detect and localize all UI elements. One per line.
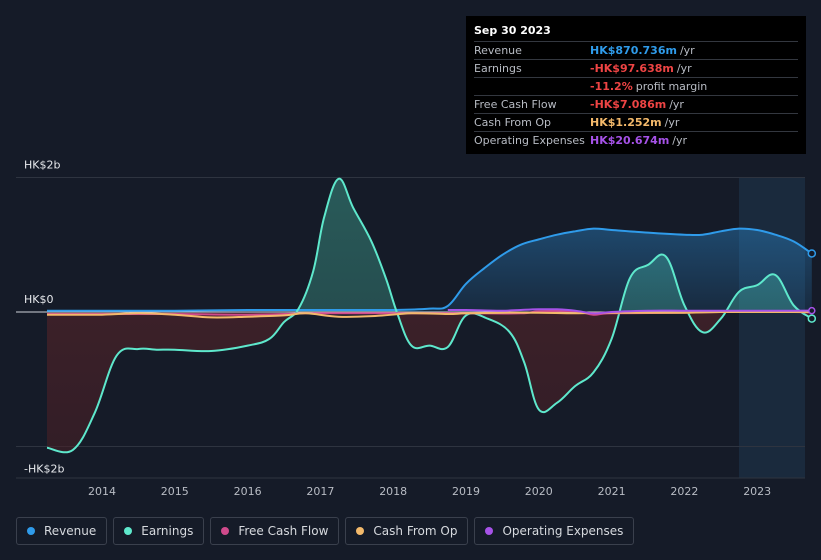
tooltip-row-value: HK$1.252m: [590, 116, 662, 129]
earnings-area-negative: [47, 312, 812, 453]
x-tick-label: 2018: [379, 485, 407, 498]
recent-period-highlight: [739, 178, 805, 478]
legend-dot-icon: [356, 527, 365, 535]
tooltip-row-label: Cash From Op: [474, 116, 552, 129]
tooltip-row: Free Cash Flow -HK$7.086m/yr: [474, 96, 798, 114]
tooltip-panel: Sep 30 2023 Revenue HK$870.736m/yr Earning…: [466, 16, 806, 154]
tooltip-row-label: Free Cash Flow: [474, 98, 557, 111]
tooltip-row-value: -11.2%: [590, 80, 633, 93]
y-tick-label: HK$0: [24, 293, 53, 306]
x-tick-label: 2019: [452, 485, 480, 498]
legend-item-earnings[interactable]: Earnings: [113, 517, 205, 545]
revenue-line: [47, 227, 813, 312]
x-tick-label: 2021: [598, 485, 626, 498]
tooltip-row-unit: /yr: [672, 134, 688, 147]
legend-item-cash-from-op[interactable]: Cash From Op: [345, 517, 469, 545]
tooltip-row-label: Revenue: [474, 44, 522, 57]
legend-item-free-cash-flow[interactable]: Free Cash Flow: [210, 517, 340, 545]
tooltip-row-value: HK$20.674m: [590, 134, 670, 147]
tooltip-row: Earnings -HK$97.638m/yr: [474, 60, 798, 78]
tooltip-row-unit: /yr: [676, 62, 692, 75]
legend-item-operating-expenses[interactable]: Operating Expenses: [474, 517, 635, 545]
legend: Revenue Earnings Free Cash Flow Cash From O…: [16, 517, 635, 545]
revenue-end-marker: [807, 249, 817, 258]
tooltip-row-unit: profit margin: [635, 80, 708, 93]
legend-dot-icon: [221, 527, 230, 535]
x-tick-label: 2014: [88, 485, 116, 498]
legend-label: Free Cash Flow: [238, 524, 329, 538]
tooltip-row: Operating Expenses HK$20.674m/yr: [474, 132, 798, 149]
x-tick-label: 2015: [161, 485, 189, 498]
earnings-line: [46, 177, 813, 454]
legend-label: Cash From Op: [373, 524, 458, 538]
legend-item-revenue[interactable]: Revenue: [16, 517, 108, 545]
revenue-area: [47, 228, 812, 312]
cash-from-op-line: [46, 310, 812, 319]
tooltip-row-value: -HK$97.638m: [590, 62, 674, 75]
tooltip-row-unit: /yr: [664, 116, 680, 129]
legend-dot-icon: [485, 527, 494, 535]
legend-label: Revenue: [44, 524, 97, 538]
earnings-end-marker: [807, 314, 817, 323]
legend-label: Earnings: [141, 524, 194, 538]
tooltip-row: -11.2% profit margin: [474, 78, 798, 96]
legend-label: Operating Expenses: [502, 524, 624, 538]
tooltip-row-label: [474, 78, 590, 95]
tooltip-row-value: HK$870.736m: [590, 44, 677, 57]
tooltip-row-label: Operating Expenses: [474, 134, 585, 147]
earnings-area-positive: [47, 178, 812, 312]
x-tick-label: 2016: [234, 485, 262, 498]
x-tick-label: 2017: [306, 485, 334, 498]
opex-end-marker: [808, 306, 816, 315]
tooltip-row-label: Earnings: [474, 62, 522, 75]
tooltip-date: Sep 30 2023: [474, 23, 798, 42]
tooltip-row-value: -HK$7.086m: [590, 98, 667, 111]
operating-expenses-line: [447, 308, 812, 315]
tooltip-row: Cash From Op HK$1.252m/yr: [474, 114, 798, 132]
x-tick-label: 2020: [525, 485, 553, 498]
tooltip-row-unit: /yr: [669, 98, 684, 111]
x-tick-label: 2023: [743, 485, 771, 498]
y-tick-label: HK$2b: [24, 159, 60, 172]
legend-dot-icon: [27, 527, 35, 535]
legend-dot-icon: [124, 527, 133, 535]
x-tick-label: 2022: [670, 485, 698, 498]
y-tick-label: -HK$2b: [24, 463, 64, 476]
tooltip-row-unit: /yr: [679, 44, 695, 57]
tooltip-row: Revenue HK$870.736m/yr: [474, 42, 798, 60]
